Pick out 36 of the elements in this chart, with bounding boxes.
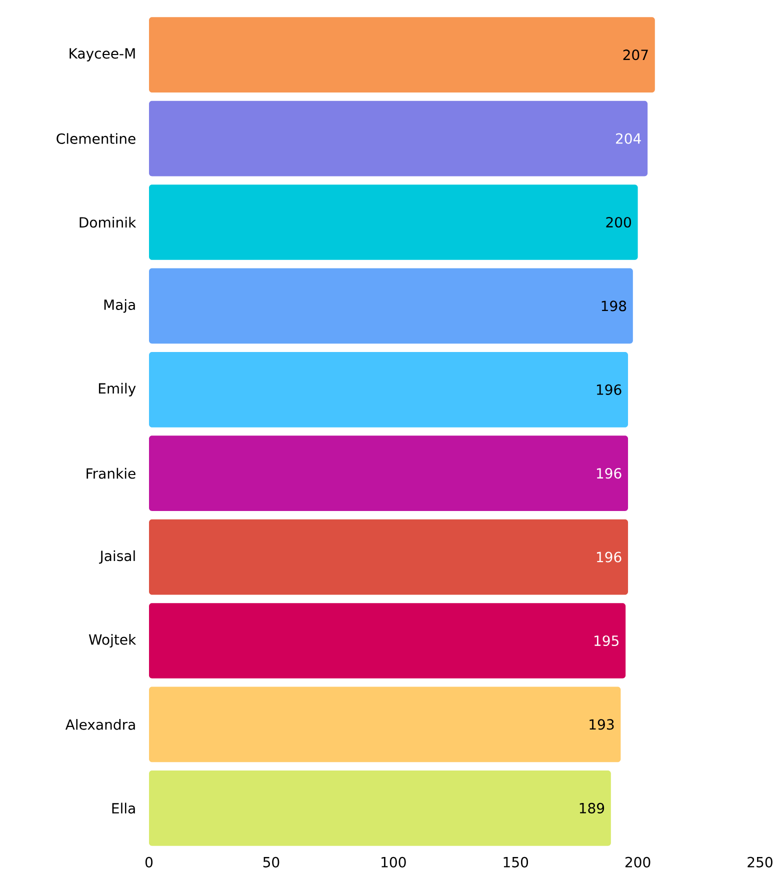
y-tick-label: Ella — [112, 802, 135, 814]
data-label: 204 — [616, 133, 641, 144]
x-tick-label: 200 — [625, 856, 650, 868]
y-tick-label: Dominik — [80, 216, 136, 228]
y-tick-label: Jaisal — [99, 550, 135, 564]
x-tick-label: 250 — [748, 856, 772, 868]
data-label: 189 — [580, 802, 604, 814]
x-tick-label: 50 — [263, 856, 280, 868]
y-tick-label: Frankie — [86, 468, 136, 479]
bar — [149, 436, 628, 512]
data-label: 195 — [594, 635, 618, 646]
bar — [149, 268, 633, 344]
y-tick-label: Clementine — [56, 133, 136, 144]
x-tick-label: 150 — [504, 856, 528, 868]
data-label: 193 — [590, 719, 614, 730]
bar — [149, 184, 638, 260]
data-label: 200 — [606, 216, 631, 228]
bar — [149, 100, 648, 176]
data-label: 207 — [623, 50, 648, 60]
data-label: 196 — [596, 468, 622, 479]
data-label: 196 — [596, 384, 622, 395]
y-tick-label: Maja — [104, 299, 135, 313]
y-tick-label: Emily — [98, 382, 136, 396]
x-tick-label: 100 — [382, 856, 406, 868]
bar — [149, 603, 626, 678]
data-label: 196 — [596, 552, 622, 562]
y-tick-label: Kaycee-M — [70, 48, 135, 62]
x-tick-label: 0 — [145, 856, 153, 868]
bar — [149, 770, 611, 846]
bar — [149, 352, 628, 428]
bar — [149, 17, 655, 93]
data-label: 198 — [602, 300, 626, 312]
bar — [149, 519, 628, 595]
y-tick-label: Wojtek — [88, 634, 136, 648]
bar — [149, 686, 621, 762]
y-tick-label: Alexandra — [65, 719, 135, 730]
